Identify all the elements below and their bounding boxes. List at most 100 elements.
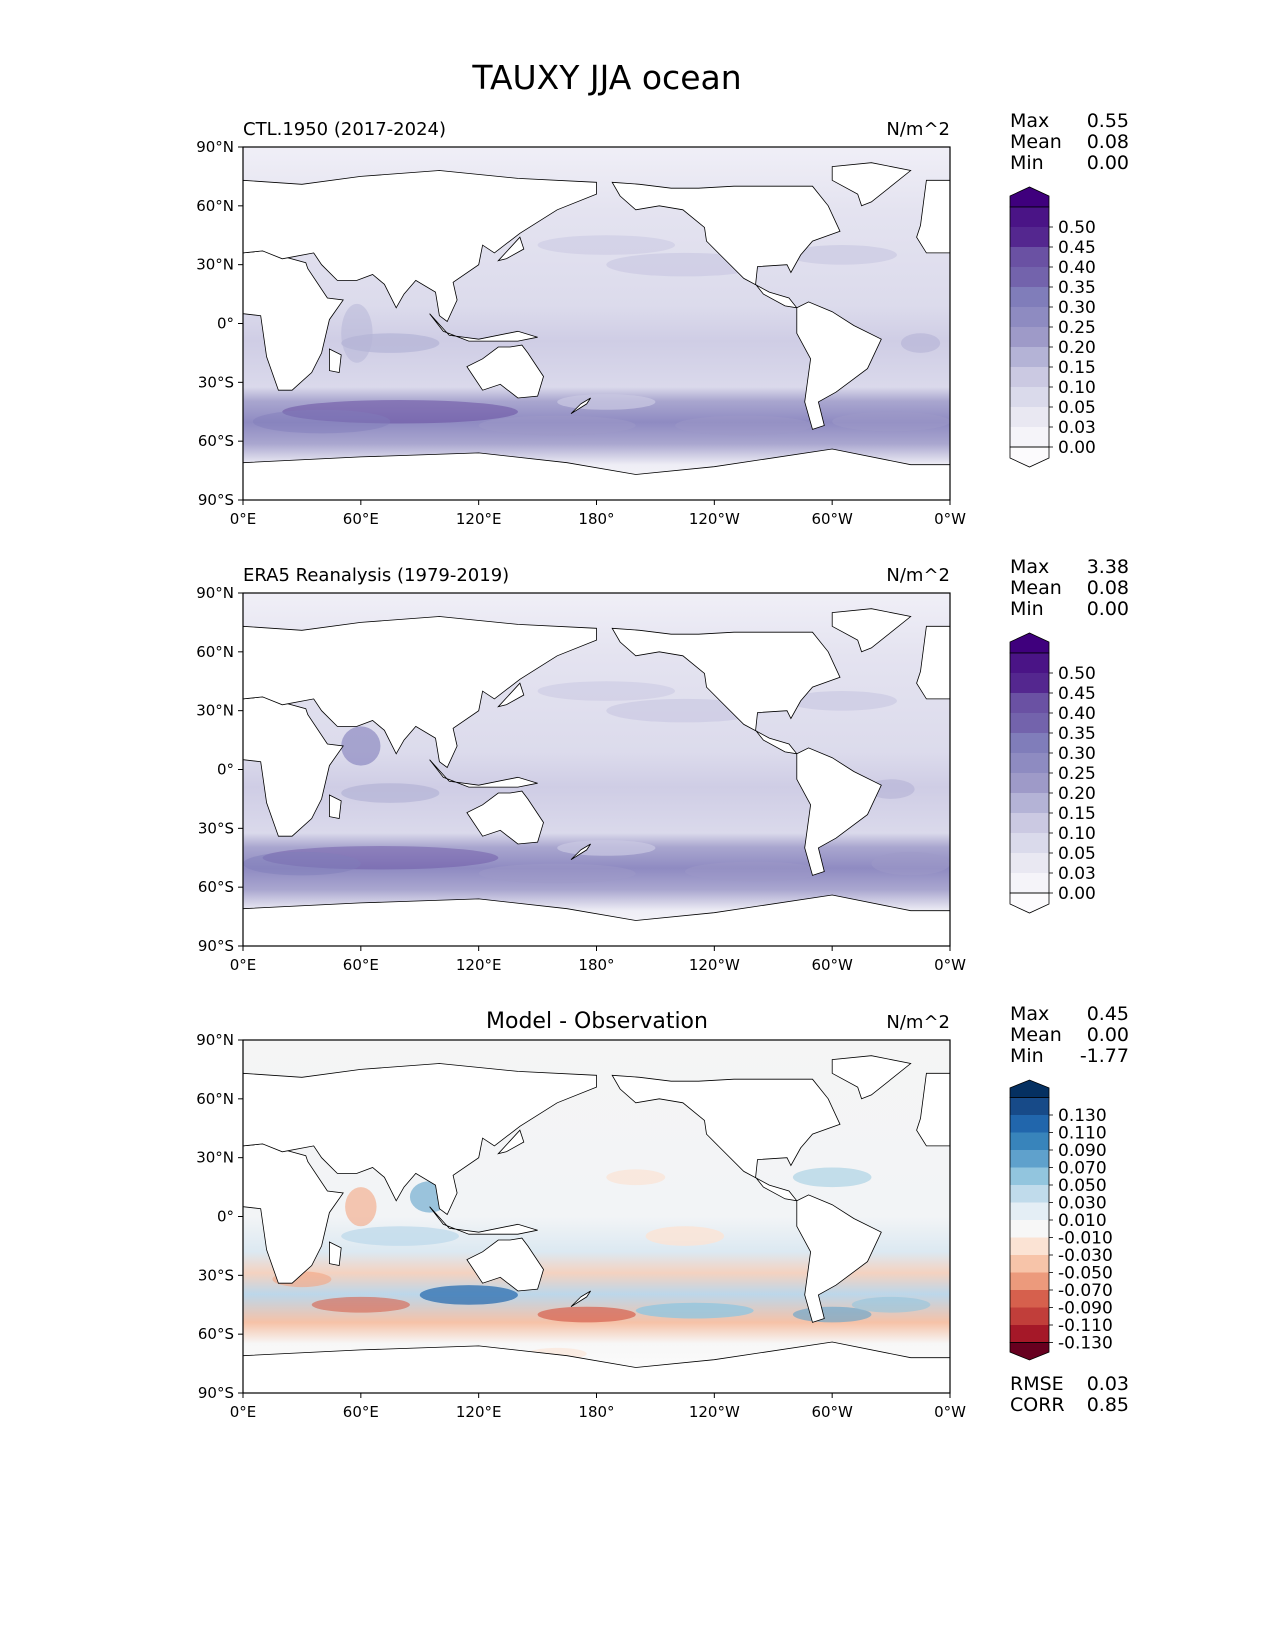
colorbar-label: 0.130 bbox=[1058, 1106, 1107, 1126]
stat-label: Min bbox=[1010, 598, 1044, 620]
colorbar: 0.1300.1100.0900.0700.0500.0300.010-0.01… bbox=[1009, 1079, 1113, 1361]
colorbar-segment bbox=[1010, 367, 1049, 388]
colorbar-segment bbox=[1010, 1132, 1049, 1151]
lon-tick-label: 60°E bbox=[343, 510, 379, 528]
colorbar-label: -0.070 bbox=[1058, 1281, 1113, 1301]
land-mass bbox=[497, 1129, 525, 1155]
colorbar-label: -0.050 bbox=[1058, 1264, 1113, 1284]
colorbar-label: 0.15 bbox=[1058, 358, 1096, 378]
land-mass bbox=[429, 313, 538, 342]
colorbar: 0.500.450.400.350.300.250.200.150.100.05… bbox=[1009, 632, 1096, 914]
lat-tick-label: 60°S bbox=[198, 878, 234, 896]
colorbar-segment bbox=[1010, 1220, 1049, 1238]
lon-tick-label: 120°W bbox=[689, 1403, 740, 1421]
colorbar-label: 0.070 bbox=[1058, 1159, 1107, 1179]
field-contour bbox=[537, 1306, 636, 1323]
figure-title: TAUXY JJA ocean bbox=[471, 58, 741, 97]
land-mass bbox=[466, 1237, 544, 1292]
colorbar-segment bbox=[1010, 813, 1049, 834]
land-mass bbox=[916, 1072, 950, 1147]
panel-units: N/m^2 bbox=[886, 1012, 950, 1033]
lon-tick-label: 0°E bbox=[230, 510, 257, 528]
stat-value: 0.00 bbox=[1087, 1024, 1129, 1046]
land-mass bbox=[916, 179, 950, 254]
colorbar-label: 0.40 bbox=[1058, 258, 1096, 278]
stat-value: 0.00 bbox=[1087, 152, 1129, 174]
colorbar-segment bbox=[1010, 1325, 1049, 1343]
land-mass bbox=[243, 448, 950, 500]
field-contour bbox=[635, 1302, 754, 1319]
lat-tick-label: 0° bbox=[217, 315, 234, 333]
lon-tick-label: 180° bbox=[578, 510, 614, 528]
lat-tick-label: 0° bbox=[217, 1208, 234, 1226]
colorbar-label: 0.30 bbox=[1058, 298, 1096, 318]
lat-tick-label: 90°N bbox=[196, 1031, 234, 1049]
colorbar-label: 0.35 bbox=[1058, 724, 1096, 744]
colorbar-segment bbox=[1010, 287, 1049, 308]
colorbar-segment bbox=[1010, 853, 1049, 874]
stat-value: 0.45 bbox=[1087, 1003, 1129, 1025]
colorbar-segment bbox=[1010, 1097, 1049, 1116]
field-contour bbox=[341, 783, 440, 803]
colorbar-segment bbox=[1010, 227, 1049, 248]
colorbar-label: -0.110 bbox=[1058, 1316, 1113, 1336]
colorbar-label: 0.25 bbox=[1058, 318, 1096, 338]
field-contour bbox=[832, 411, 950, 432]
colorbar-segment bbox=[1010, 1272, 1049, 1291]
colorbar-segment bbox=[1010, 407, 1049, 428]
lat-tick-label: 0° bbox=[217, 761, 234, 779]
colorbar-top-extension bbox=[1009, 1079, 1050, 1098]
field-contour bbox=[786, 691, 897, 711]
land-mass bbox=[497, 682, 525, 708]
stat-label: Min bbox=[1010, 1045, 1044, 1067]
colorbar-label: 0.05 bbox=[1058, 398, 1096, 418]
colorbar-segment bbox=[1010, 427, 1049, 448]
colorbar-label: 0.20 bbox=[1058, 338, 1096, 358]
lon-tick-label: 180° bbox=[578, 1403, 614, 1421]
field-plot bbox=[243, 1040, 950, 1393]
panel-title: CTL.1950 (2017-2024) bbox=[243, 119, 446, 140]
land-mass bbox=[570, 397, 591, 415]
land-mass bbox=[796, 747, 882, 876]
colorbar-label: 0.110 bbox=[1058, 1124, 1107, 1144]
footer-stat-label: RMSE bbox=[1010, 1373, 1064, 1395]
lon-tick-label: 60°W bbox=[811, 956, 853, 974]
land-mass bbox=[243, 696, 344, 837]
stat-label: Mean bbox=[1010, 1024, 1062, 1046]
colorbar-segment bbox=[1010, 1307, 1049, 1326]
colorbar-segment bbox=[1010, 1290, 1049, 1308]
colorbar-label: 0.03 bbox=[1058, 418, 1096, 438]
panel-units: N/m^2 bbox=[886, 565, 950, 586]
land-mass bbox=[497, 236, 525, 262]
colorbar-label: 0.05 bbox=[1058, 844, 1096, 864]
colorbar-segment bbox=[1010, 733, 1049, 754]
lon-tick-label: 0°E bbox=[230, 1403, 257, 1421]
land-mass bbox=[570, 1290, 591, 1308]
colorbar-segment bbox=[1010, 673, 1049, 694]
lat-tick-label: 90°S bbox=[198, 491, 234, 509]
field-contour bbox=[282, 399, 518, 424]
colorbar-segment bbox=[1010, 347, 1049, 368]
lon-tick-label: 0°W bbox=[934, 1403, 966, 1421]
colorbar-label: 0.03 bbox=[1058, 864, 1096, 884]
land-mass bbox=[916, 625, 950, 700]
lon-tick-label: 0°W bbox=[934, 956, 966, 974]
field-contour bbox=[557, 394, 656, 410]
colorbar-label: 0.25 bbox=[1058, 764, 1096, 784]
colorbar-segment bbox=[1010, 247, 1049, 268]
lon-tick-label: 0°E bbox=[230, 956, 257, 974]
colorbar-segment bbox=[1010, 713, 1049, 734]
colorbar-segment bbox=[1010, 327, 1049, 348]
field-contour bbox=[537, 235, 676, 255]
land-mass bbox=[429, 1206, 538, 1235]
land-mass bbox=[328, 1241, 342, 1266]
field-contour bbox=[557, 840, 656, 856]
footer-stat-value: 0.03 bbox=[1087, 1373, 1129, 1395]
land-mass bbox=[243, 616, 597, 769]
lon-tick-label: 120°W bbox=[689, 510, 740, 528]
lon-tick-label: 120°E bbox=[456, 1403, 502, 1421]
land-mass bbox=[831, 162, 912, 207]
field-plot bbox=[243, 593, 950, 946]
land-mass bbox=[328, 794, 342, 819]
stat-value: 0.08 bbox=[1087, 577, 1129, 599]
